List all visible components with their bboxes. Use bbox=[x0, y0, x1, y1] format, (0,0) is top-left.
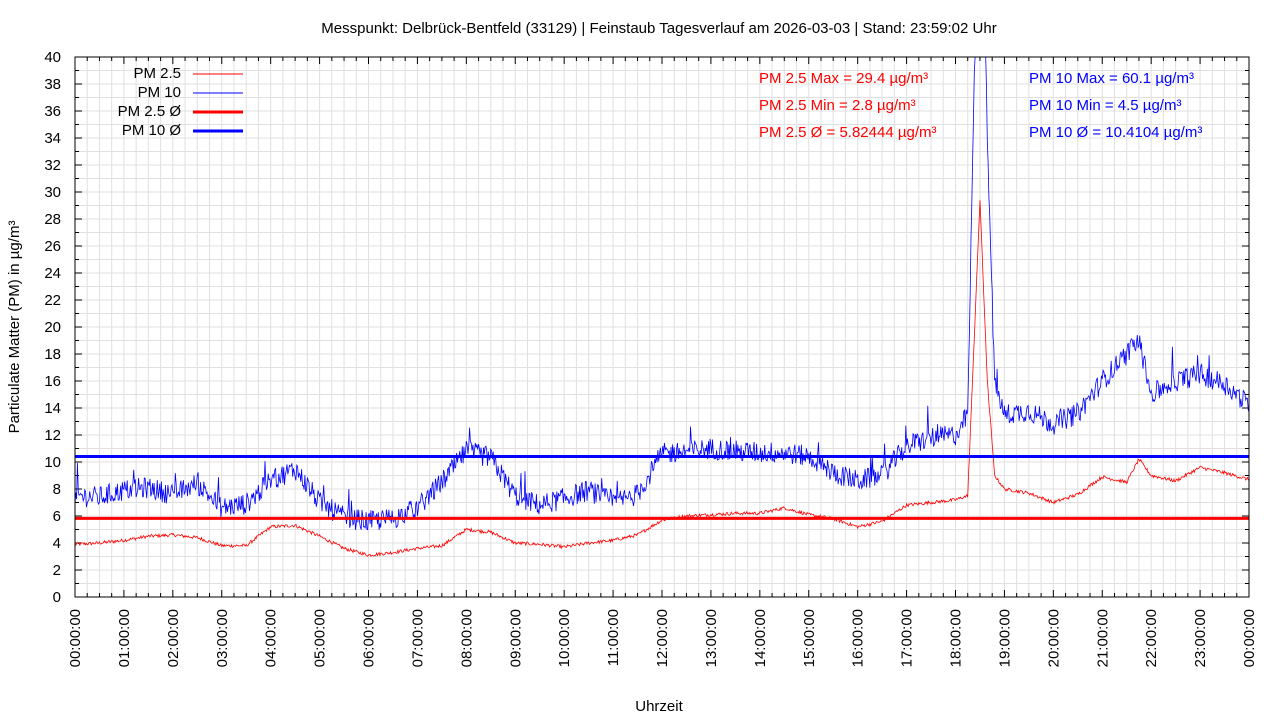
x-tick-label: 02:00:00 bbox=[165, 609, 182, 667]
y-tick-label: 34 bbox=[44, 130, 61, 147]
y-tick-label: 22 bbox=[44, 292, 61, 309]
y-tick-label: 32 bbox=[44, 157, 61, 174]
x-tick-label: 21:00:00 bbox=[1094, 609, 1111, 667]
y-tick-label: 0 bbox=[53, 589, 61, 606]
x-tick-label: 11:00:00 bbox=[605, 609, 622, 666]
y-tick-label: 30 bbox=[44, 184, 61, 201]
x-tick-label: 01:00:00 bbox=[116, 609, 133, 667]
stats-annotations: PM 2.5 Max = 29.4 µg/m³ PM 2.5 Min = 2.8 … bbox=[759, 70, 1202, 141]
y-tick-label: 16 bbox=[44, 373, 61, 390]
x-tick-label: 00:00:00 bbox=[1241, 609, 1258, 667]
y-tick-label: 24 bbox=[44, 265, 61, 282]
y-tick-label: 28 bbox=[44, 211, 61, 228]
y-tick-label: 12 bbox=[44, 427, 61, 444]
y-tick-label: 40 bbox=[44, 49, 61, 66]
x-tick-label: 19:00:00 bbox=[996, 609, 1013, 667]
x-tick-label: 13:00:00 bbox=[703, 609, 720, 667]
axis-ticks: 024681012141618202224262830323436384000:… bbox=[44, 49, 1258, 667]
series-layer bbox=[74, 56, 1250, 557]
y-tick-label: 38 bbox=[44, 76, 61, 93]
x-tick-label: 20:00:00 bbox=[1045, 609, 1062, 667]
x-tick-label: 10:00:00 bbox=[556, 609, 573, 667]
stat-pm25: PM 2.5 Ø = 5.82444 µg/m³ bbox=[759, 124, 936, 141]
plot-frame bbox=[74, 56, 1250, 598]
x-tick-label: 17:00:00 bbox=[899, 609, 916, 667]
y-tick-label: 26 bbox=[44, 238, 61, 255]
x-tick-label: 00:00:00 bbox=[67, 609, 84, 667]
x-tick-label: 18:00:00 bbox=[948, 609, 965, 667]
x-tick-label: 12:00:00 bbox=[654, 609, 671, 667]
y-tick-label: 36 bbox=[44, 103, 61, 120]
x-tick-label: 03:00:00 bbox=[214, 609, 231, 667]
x-tick-label: 23:00:00 bbox=[1192, 609, 1209, 667]
y-tick-label: 10 bbox=[44, 454, 61, 471]
legend-label: PM 10 bbox=[138, 84, 181, 101]
series-line-pm10 bbox=[74, 56, 1250, 531]
x-tick-label: 14:00:00 bbox=[752, 609, 769, 667]
y-axis-label: Particulate Matter (PM) in µg/m³ bbox=[6, 221, 23, 434]
x-tick-label: 07:00:00 bbox=[409, 609, 426, 667]
x-tick-label: 16:00:00 bbox=[850, 609, 867, 667]
legend-label: PM 2.5 bbox=[133, 65, 181, 82]
y-tick-label: 4 bbox=[53, 535, 61, 552]
legend: PM 2.5 PM 10 PM 2.5 Ø PM 10 Ø bbox=[118, 65, 243, 139]
y-tick-label: 14 bbox=[44, 400, 61, 417]
stat-pm10: PM 10 Ø = 10.4104 µg/m³ bbox=[1029, 124, 1202, 141]
stat-pm25: PM 2.5 Min = 2.8 µg/m³ bbox=[759, 97, 916, 114]
y-tick-label: 8 bbox=[53, 481, 61, 498]
x-tick-label: 06:00:00 bbox=[361, 609, 378, 667]
y-tick-label: 18 bbox=[44, 346, 61, 363]
series-line-pm25 bbox=[74, 200, 1250, 557]
x-tick-label: 22:00:00 bbox=[1143, 609, 1160, 667]
x-tick-label: 05:00:00 bbox=[312, 609, 329, 667]
x-axis-label: Uhrzeit bbox=[635, 698, 683, 715]
y-tick-label: 20 bbox=[44, 319, 61, 336]
x-tick-label: 04:00:00 bbox=[263, 609, 280, 667]
y-tick-label: 6 bbox=[53, 508, 61, 525]
x-tick-label: 15:00:00 bbox=[801, 609, 818, 667]
y-tick-label: 2 bbox=[53, 562, 61, 579]
x-tick-label: 09:00:00 bbox=[507, 609, 524, 667]
x-tick-label: 08:00:00 bbox=[458, 609, 475, 667]
legend-label: PM 10 Ø bbox=[122, 122, 182, 139]
stat-pm25: PM 2.5 Max = 29.4 µg/m³ bbox=[759, 70, 928, 87]
chart-title: Messpunkt: Delbrück-Bentfeld (33129) | F… bbox=[321, 20, 996, 37]
stat-pm10: PM 10 Max = 60.1 µg/m³ bbox=[1029, 70, 1194, 87]
stat-pm10: PM 10 Min = 4.5 µg/m³ bbox=[1029, 97, 1181, 114]
legend-label: PM 2.5 Ø bbox=[118, 103, 182, 120]
